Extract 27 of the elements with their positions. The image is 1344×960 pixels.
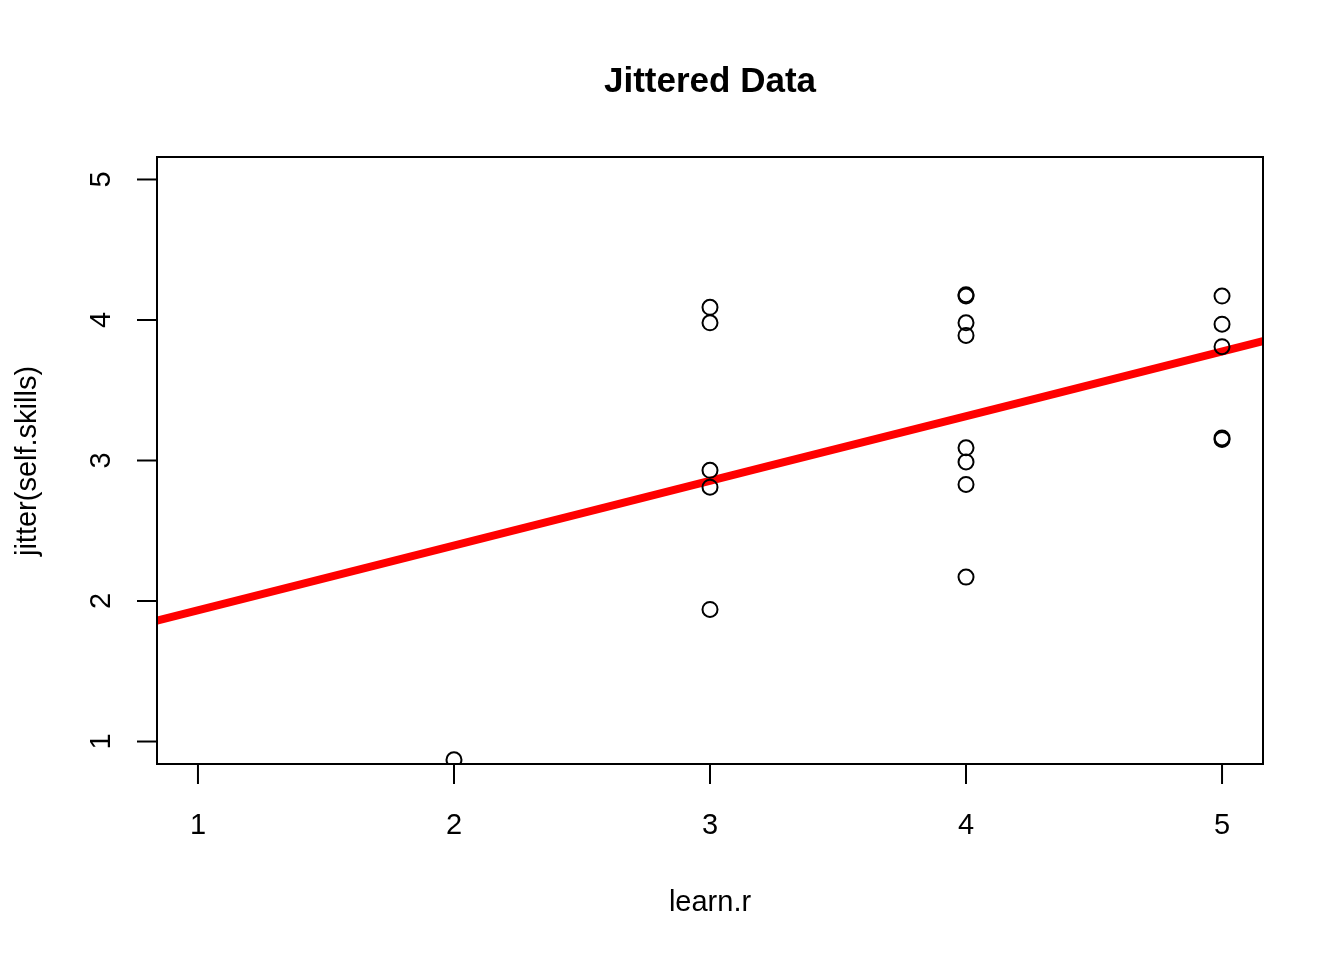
- x-tick-label: 4: [957, 808, 975, 840]
- y-tick-label: 5: [84, 171, 116, 188]
- y-tick-label: 1: [84, 733, 116, 750]
- point: [957, 475, 975, 493]
- point: [701, 478, 719, 496]
- y-axis-title: jitter(self.skills): [10, 365, 42, 556]
- point: [701, 314, 719, 332]
- x-tick-label: 3: [701, 808, 719, 840]
- point: [1213, 315, 1231, 333]
- point: [701, 461, 719, 479]
- y-tick-label: 3: [84, 452, 116, 469]
- x-axis-title: learn.r: [668, 885, 752, 917]
- x-tick-label: 2: [445, 808, 463, 840]
- point: [1213, 338, 1231, 356]
- x-tick-label: 5: [1213, 808, 1231, 840]
- y-tick-label: 2: [84, 592, 116, 610]
- chart-title: Jittered Data: [603, 60, 817, 99]
- x-tick-label: 1: [189, 808, 207, 840]
- y-tick-label: 4: [84, 311, 116, 329]
- point: [701, 600, 719, 618]
- point: [957, 326, 975, 344]
- point: [957, 453, 975, 471]
- point: [957, 314, 975, 332]
- point: [957, 568, 975, 586]
- point: [957, 439, 975, 457]
- point: [1213, 287, 1231, 305]
- point: [701, 298, 719, 316]
